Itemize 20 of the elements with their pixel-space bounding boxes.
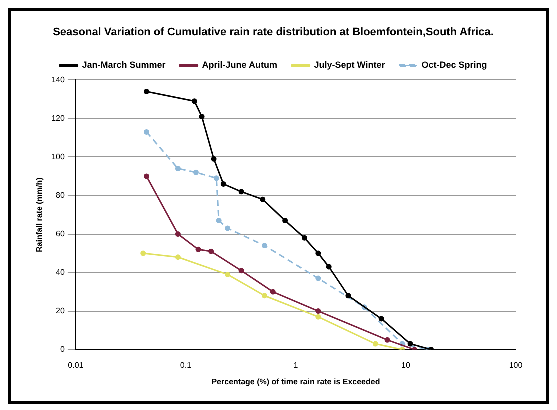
y-tick-label: 140 bbox=[52, 75, 66, 84]
y-tick-label: 20 bbox=[56, 306, 66, 316]
y-axis-title: Rainfall rate (mm/h) bbox=[35, 177, 44, 252]
y-tick-label: 0 bbox=[60, 345, 66, 354]
x-tick-label: 1 bbox=[294, 360, 299, 370]
y-tick-label: 40 bbox=[56, 268, 66, 277]
x-tick-label: 0.1 bbox=[180, 360, 192, 370]
legend-label: Oct-Dec Spring bbox=[422, 60, 488, 70]
legend-label: July-Sept Winter bbox=[314, 60, 386, 70]
x-tick-label: 10 bbox=[402, 360, 411, 370]
y-tick-label: 100 bbox=[52, 152, 66, 162]
legend-label: April-June Autum bbox=[202, 60, 278, 70]
legend-label: Jan-March Summer bbox=[82, 60, 166, 70]
y-tick-label: 80 bbox=[56, 190, 66, 200]
chart-title: Seasonal Variation of Cumulative rain rate distribution at Bloemfontein,South Africa. bbox=[53, 26, 494, 39]
y-tick-label: 60 bbox=[56, 229, 66, 238]
x-axis-title: Percentage (%) of time rain rate is Exceeded bbox=[212, 377, 380, 386]
x-tick-label: 0.01 bbox=[68, 360, 84, 370]
y-tick-label: 120 bbox=[52, 114, 66, 123]
x-tick-label: 100 bbox=[509, 360, 524, 370]
